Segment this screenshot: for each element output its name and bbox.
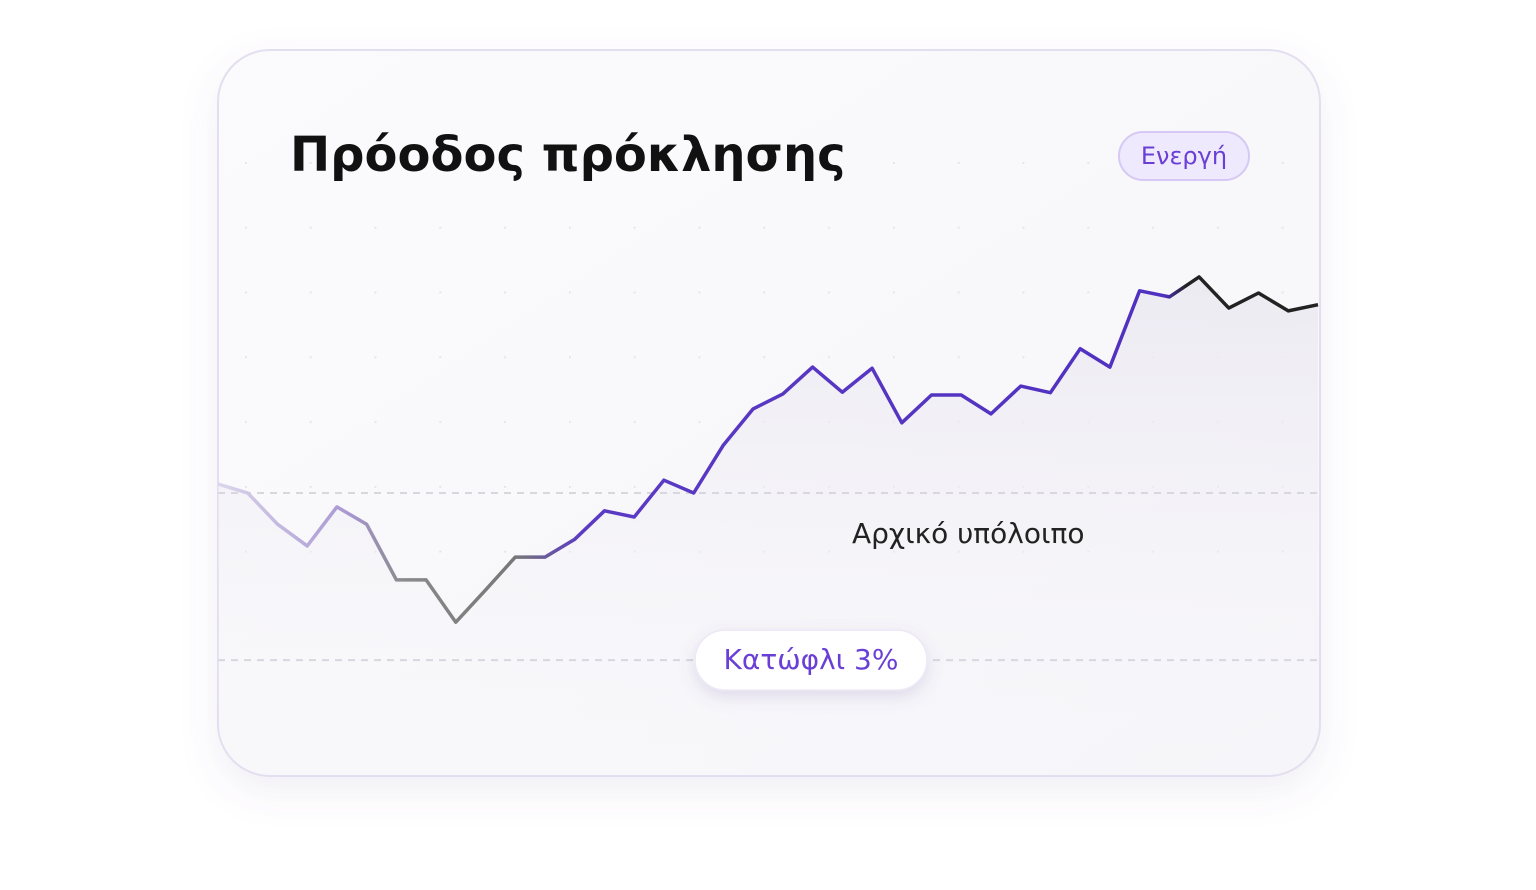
area — [218, 276, 1318, 772]
status-badge — [1118, 131, 1250, 181]
plot — [218, 150, 1320, 772]
baseline-label: Αρχικό υπόλοιπο — [852, 517, 1084, 550]
status-text: Ενεργή — [1141, 142, 1227, 170]
title: Πρόοδος πρόκλησης — [290, 127, 846, 183]
line — [218, 275, 1319, 624]
threshold-label: Κατώφλι 3% — [724, 643, 899, 676]
threshold-pill — [694, 629, 928, 691]
